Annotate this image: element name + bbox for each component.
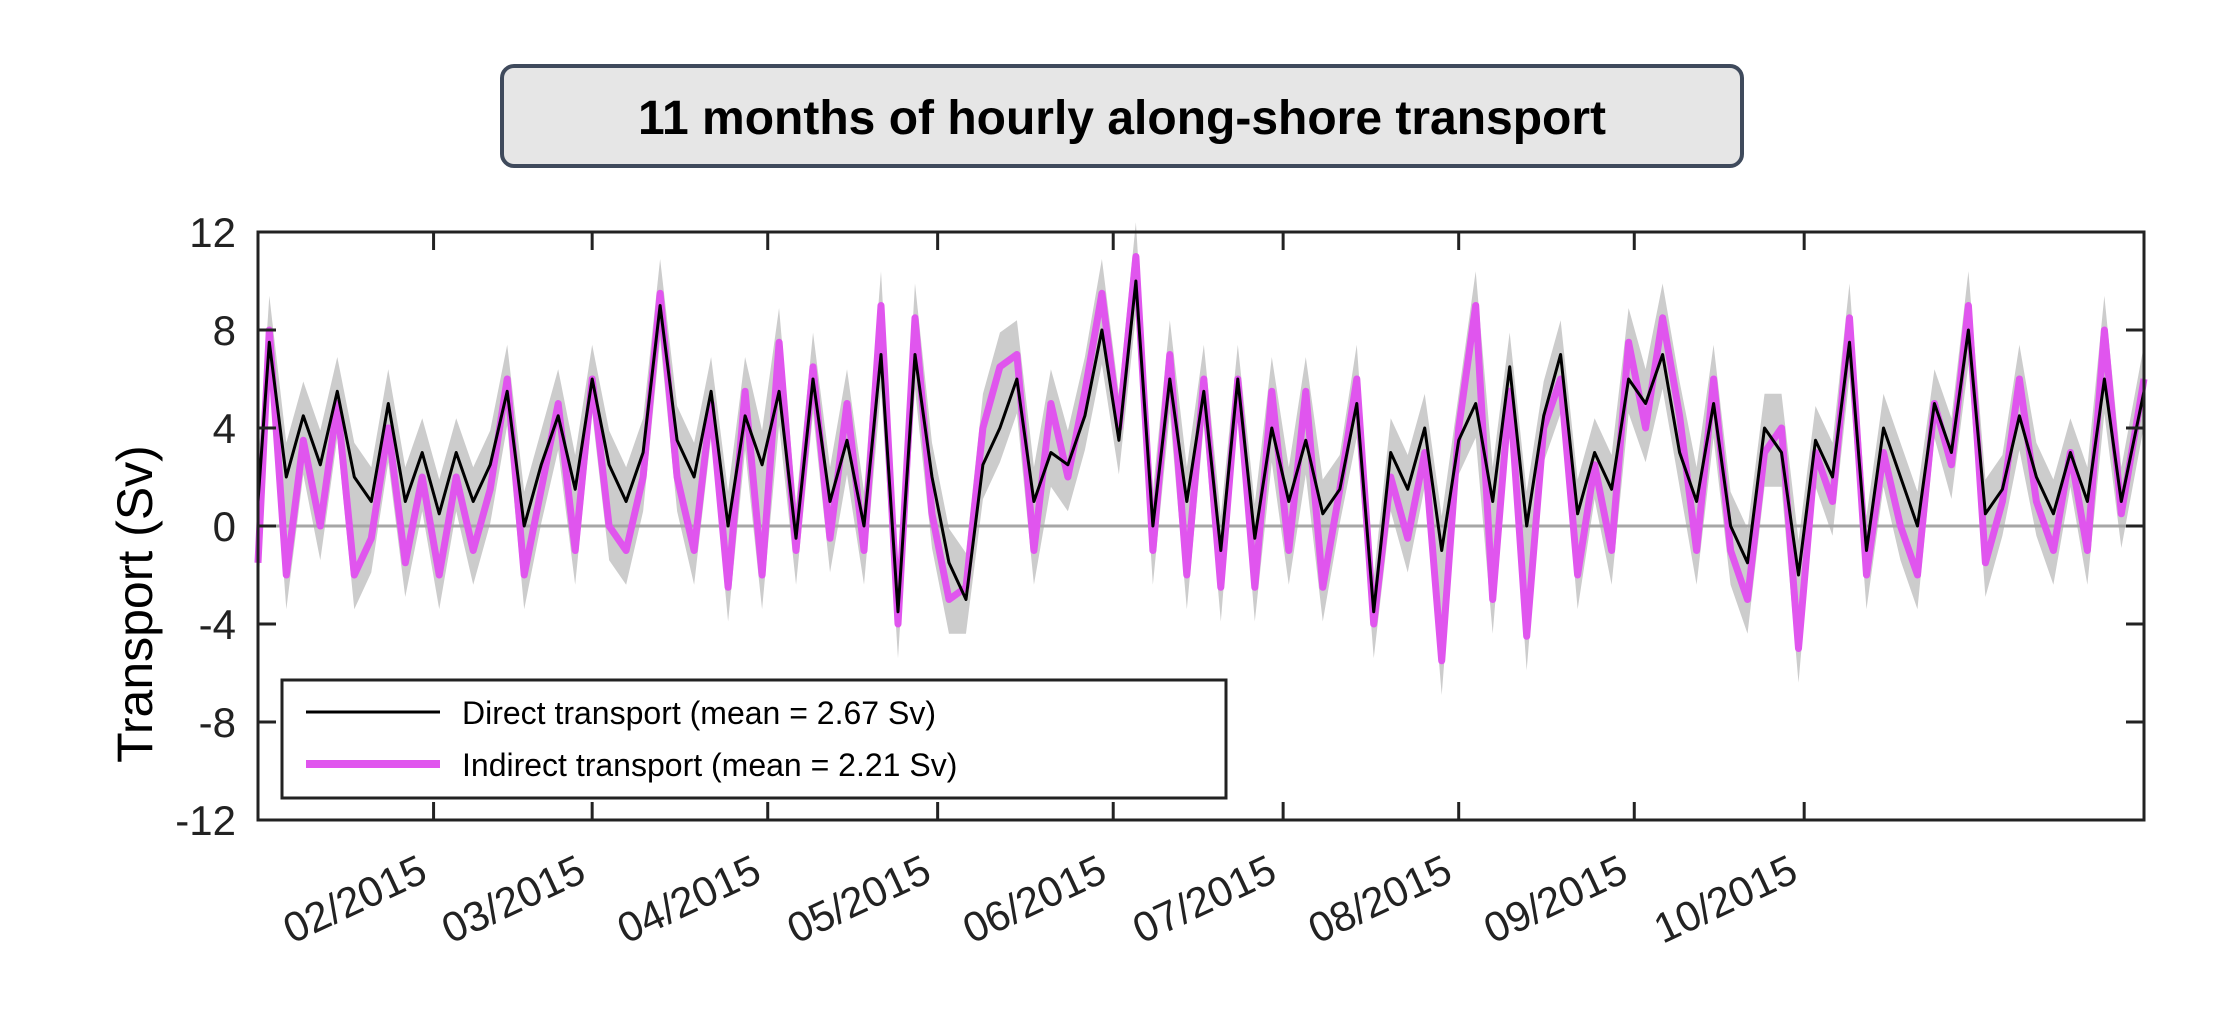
legend: Direct transport (mean = 2.67 Sv) Indire…: [280, 678, 1228, 800]
x-tick-label: 04/2015: [610, 846, 767, 953]
y-tick-label: -12: [175, 797, 236, 844]
series-line-direct: [256, 279, 2146, 614]
y-axis-ticks: -12 -8 -4 0 4 8 12: [175, 209, 2144, 844]
x-tick-label: 08/2015: [1301, 846, 1458, 953]
y-axis-title: Transport (Sv): [107, 445, 163, 763]
legend-label-indirect: Indirect transport (mean = 2.21 Sv): [462, 747, 957, 783]
x-tick-label: 05/2015: [780, 846, 937, 953]
legend-frame: [280, 678, 1228, 800]
y-tick-label: -8: [199, 699, 236, 746]
y-tick-label: 8: [213, 307, 236, 354]
plot-area: [254, 222, 2148, 696]
title-box-frame: [500, 64, 1744, 168]
y-tick-label: 4: [213, 405, 236, 452]
y-tick-label: 12: [189, 209, 236, 256]
series-layer: [254, 253, 2148, 665]
x-tick-label: 02/2015: [276, 846, 433, 953]
x-axis-ticks: 02/2015 03/2015 04/2015 05/2015 06/2015 07/20…: [276, 232, 1806, 953]
y-tick-label: -4: [199, 601, 236, 648]
x-tick-label: 09/2015: [1477, 846, 1634, 953]
x-tick-label: 10/2015: [1647, 846, 1804, 953]
chart-title-box: 11 months of hourly along-shore transpor…: [500, 64, 1744, 168]
chart-title: 11 months of hourly along-shore transpor…: [638, 92, 1606, 145]
series-line-indirect: [254, 253, 2148, 665]
x-tick-label: 06/2015: [956, 846, 1113, 953]
x-tick-label: 03/2015: [434, 846, 591, 953]
x-tick-label: 07/2015: [1125, 846, 1282, 953]
y-tick-label: 0: [213, 503, 236, 550]
legend-label-direct: Direct transport (mean = 2.67 Sv): [462, 695, 936, 731]
